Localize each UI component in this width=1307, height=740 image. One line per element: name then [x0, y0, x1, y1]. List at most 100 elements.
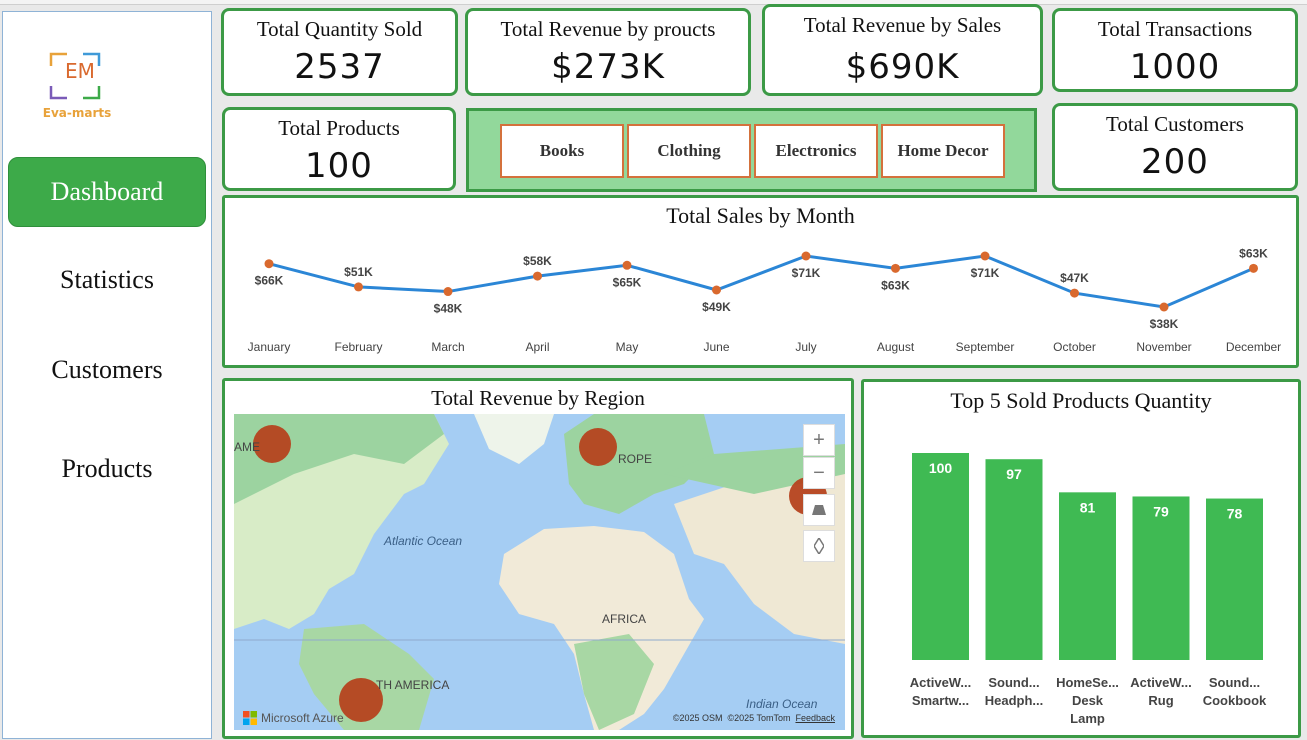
- sales-point[interactable]: [264, 259, 274, 269]
- sales-data-label: $71K: [792, 266, 821, 280]
- sales-point[interactable]: [533, 271, 542, 281]
- product-bar[interactable]: [1206, 498, 1263, 660]
- sales-series-line: [268, 254, 1255, 309]
- top-products-panel: Top 5 Sold Products Quantity 100 ActiveW.…: [861, 379, 1301, 738]
- kpi-value: $690K: [845, 47, 960, 87]
- bar-chart-title: Top 5 Sold Products Quantity: [950, 388, 1212, 413]
- sales-point[interactable]: [980, 251, 990, 261]
- nav-products[interactable]: Products: [61, 454, 153, 483]
- sales-data-label: $65K: [613, 275, 642, 289]
- tomtom-credit: ©2025 TomTom: [727, 713, 791, 723]
- kpi-label: Total Customers: [1106, 112, 1244, 136]
- month-tick-label: September: [956, 340, 1015, 354]
- kpi-total-revenue-sales: Total Revenue by Sales $690K: [762, 4, 1043, 96]
- map-label-atlantic: Atlantic Ocean: [384, 534, 463, 548]
- total-sales-line-chart: $66K January $51K February $48K March $58K Apri…: [248, 246, 1282, 354]
- nav-dashboard[interactable]: Dashboard: [8, 157, 206, 227]
- region-bubble-europe[interactable]: [579, 428, 617, 466]
- zoom-in-button[interactable]: +: [803, 424, 835, 456]
- month-tick-label: July: [795, 340, 816, 354]
- bar-category-label: Sound...: [988, 675, 1039, 690]
- map-feedback-link[interactable]: Feedback: [795, 713, 835, 723]
- logo-icon: EM: [49, 52, 101, 100]
- sales-point[interactable]: [712, 285, 721, 295]
- product-bar[interactable]: [1132, 496, 1190, 660]
- product-bar[interactable]: [1059, 492, 1116, 660]
- sales-data-label: $58K: [523, 254, 552, 268]
- tilt-icon[interactable]: [803, 494, 835, 526]
- sales-data-label: $47K: [1060, 271, 1089, 285]
- region-bubble-south-america[interactable]: [339, 678, 383, 722]
- sales-data-label: $63K: [881, 278, 910, 292]
- map-label-europe: ROPE: [618, 452, 653, 466]
- kpi-value: 2537: [294, 47, 385, 87]
- sales-point[interactable]: [354, 282, 363, 292]
- sales-point[interactable]: [443, 287, 453, 297]
- region-bubble-north-america[interactable]: [253, 425, 291, 463]
- kpi-total-customers: Total Customers 200: [1052, 103, 1298, 191]
- kpi-label: Total Revenue by Sales: [803, 13, 1002, 37]
- land-central-africa: [574, 634, 654, 730]
- line-chart-title: Total Sales by Month: [666, 203, 855, 228]
- bar-category-label: Lamp: [1070, 711, 1105, 726]
- zoom-out-button[interactable]: −: [803, 457, 835, 489]
- month-tick-label: January: [248, 340, 291, 354]
- compass-icon[interactable]: [803, 530, 835, 562]
- kpi-label: Total Transactions: [1097, 17, 1253, 41]
- bar-category-label: HomeSe...: [1056, 675, 1119, 690]
- product-bar[interactable]: [985, 459, 1043, 660]
- sales-point[interactable]: [801, 251, 811, 261]
- month-tick-label: August: [877, 340, 915, 354]
- bar-value-label: 79: [1153, 503, 1169, 519]
- top-products-bar-chart: 100 ActiveW... Smartw... 97 Sound... Headph..…: [910, 453, 1267, 726]
- kpi-label: Total Revenue by proucts: [500, 17, 716, 41]
- bar-category-label: Desk: [1072, 693, 1104, 708]
- sales-data-label: $48K: [434, 302, 463, 316]
- product-bar[interactable]: [912, 453, 969, 660]
- kpi-label: Total Quantity Sold: [256, 17, 423, 41]
- azure-attribution: Microsoft Azure: [243, 711, 344, 725]
- bar-category-label: ActiveW...: [910, 675, 971, 690]
- month-tick-label: May: [616, 340, 639, 354]
- sales-data-label: $63K: [1239, 246, 1268, 260]
- kpi-label: Total Products: [278, 116, 400, 140]
- kpi-value: $273K: [551, 47, 665, 87]
- bar-category-label: ActiveW...: [1130, 675, 1191, 690]
- month-tick-label: April: [525, 340, 549, 354]
- land-south-america: [299, 624, 434, 730]
- category-clothing-button[interactable]: Clothing: [627, 124, 751, 178]
- map-label-north-america: AME: [234, 440, 261, 454]
- nav-statistics[interactable]: Statistics: [60, 265, 154, 294]
- sales-point[interactable]: [1070, 288, 1079, 298]
- sales-point[interactable]: [891, 263, 900, 273]
- land-greenland: [474, 414, 554, 464]
- azure-brand: Microsoft Azure: [261, 711, 344, 725]
- map-label-indian: Indian Ocean: [746, 697, 818, 711]
- nav-customers[interactable]: Customers: [51, 355, 163, 384]
- category-home-decor-button[interactable]: Home Decor: [881, 124, 1005, 178]
- bar-category-label: Smartw...: [912, 693, 969, 708]
- logo-name: Eva-marts: [42, 106, 112, 120]
- sales-point[interactable]: [622, 260, 632, 270]
- sales-point[interactable]: [1249, 263, 1258, 273]
- kpi-total-revenue-products: Total Revenue by proucts $273K: [465, 8, 751, 96]
- region-map[interactable]: Atlantic Ocean Indian Ocean AFRICA ROPE …: [234, 414, 845, 730]
- category-books-button[interactable]: Books: [500, 124, 624, 178]
- bar-value-label: 81: [1080, 499, 1096, 515]
- bar-category-label: Sound...: [1209, 675, 1260, 690]
- sales-data-label: $38K: [1150, 317, 1179, 331]
- bar-value-label: 97: [1006, 466, 1022, 482]
- month-tick-label: June: [703, 340, 729, 354]
- total-sales-by-month-panel: Total Sales by Month $66K January $51K Febr…: [222, 195, 1299, 368]
- month-tick-label: November: [1136, 340, 1191, 354]
- eva-marts-logo: EM Eva-marts: [39, 50, 119, 134]
- month-tick-label: March: [431, 340, 464, 354]
- category-electronics-button[interactable]: Electronics: [754, 124, 878, 178]
- sidebar: EM Eva-marts Dashboard Statistics Custom…: [2, 11, 212, 739]
- kpi-value: 1000: [1129, 47, 1221, 87]
- revenue-by-region-panel: Total Revenue by Region Atlan: [222, 378, 854, 739]
- microsoft-logo-icon: [243, 711, 257, 725]
- bar-category-label: Cookbook: [1203, 693, 1267, 708]
- kpi-total-quantity-sold: Total Quantity Sold 2537: [221, 8, 458, 96]
- sales-point[interactable]: [1159, 302, 1169, 312]
